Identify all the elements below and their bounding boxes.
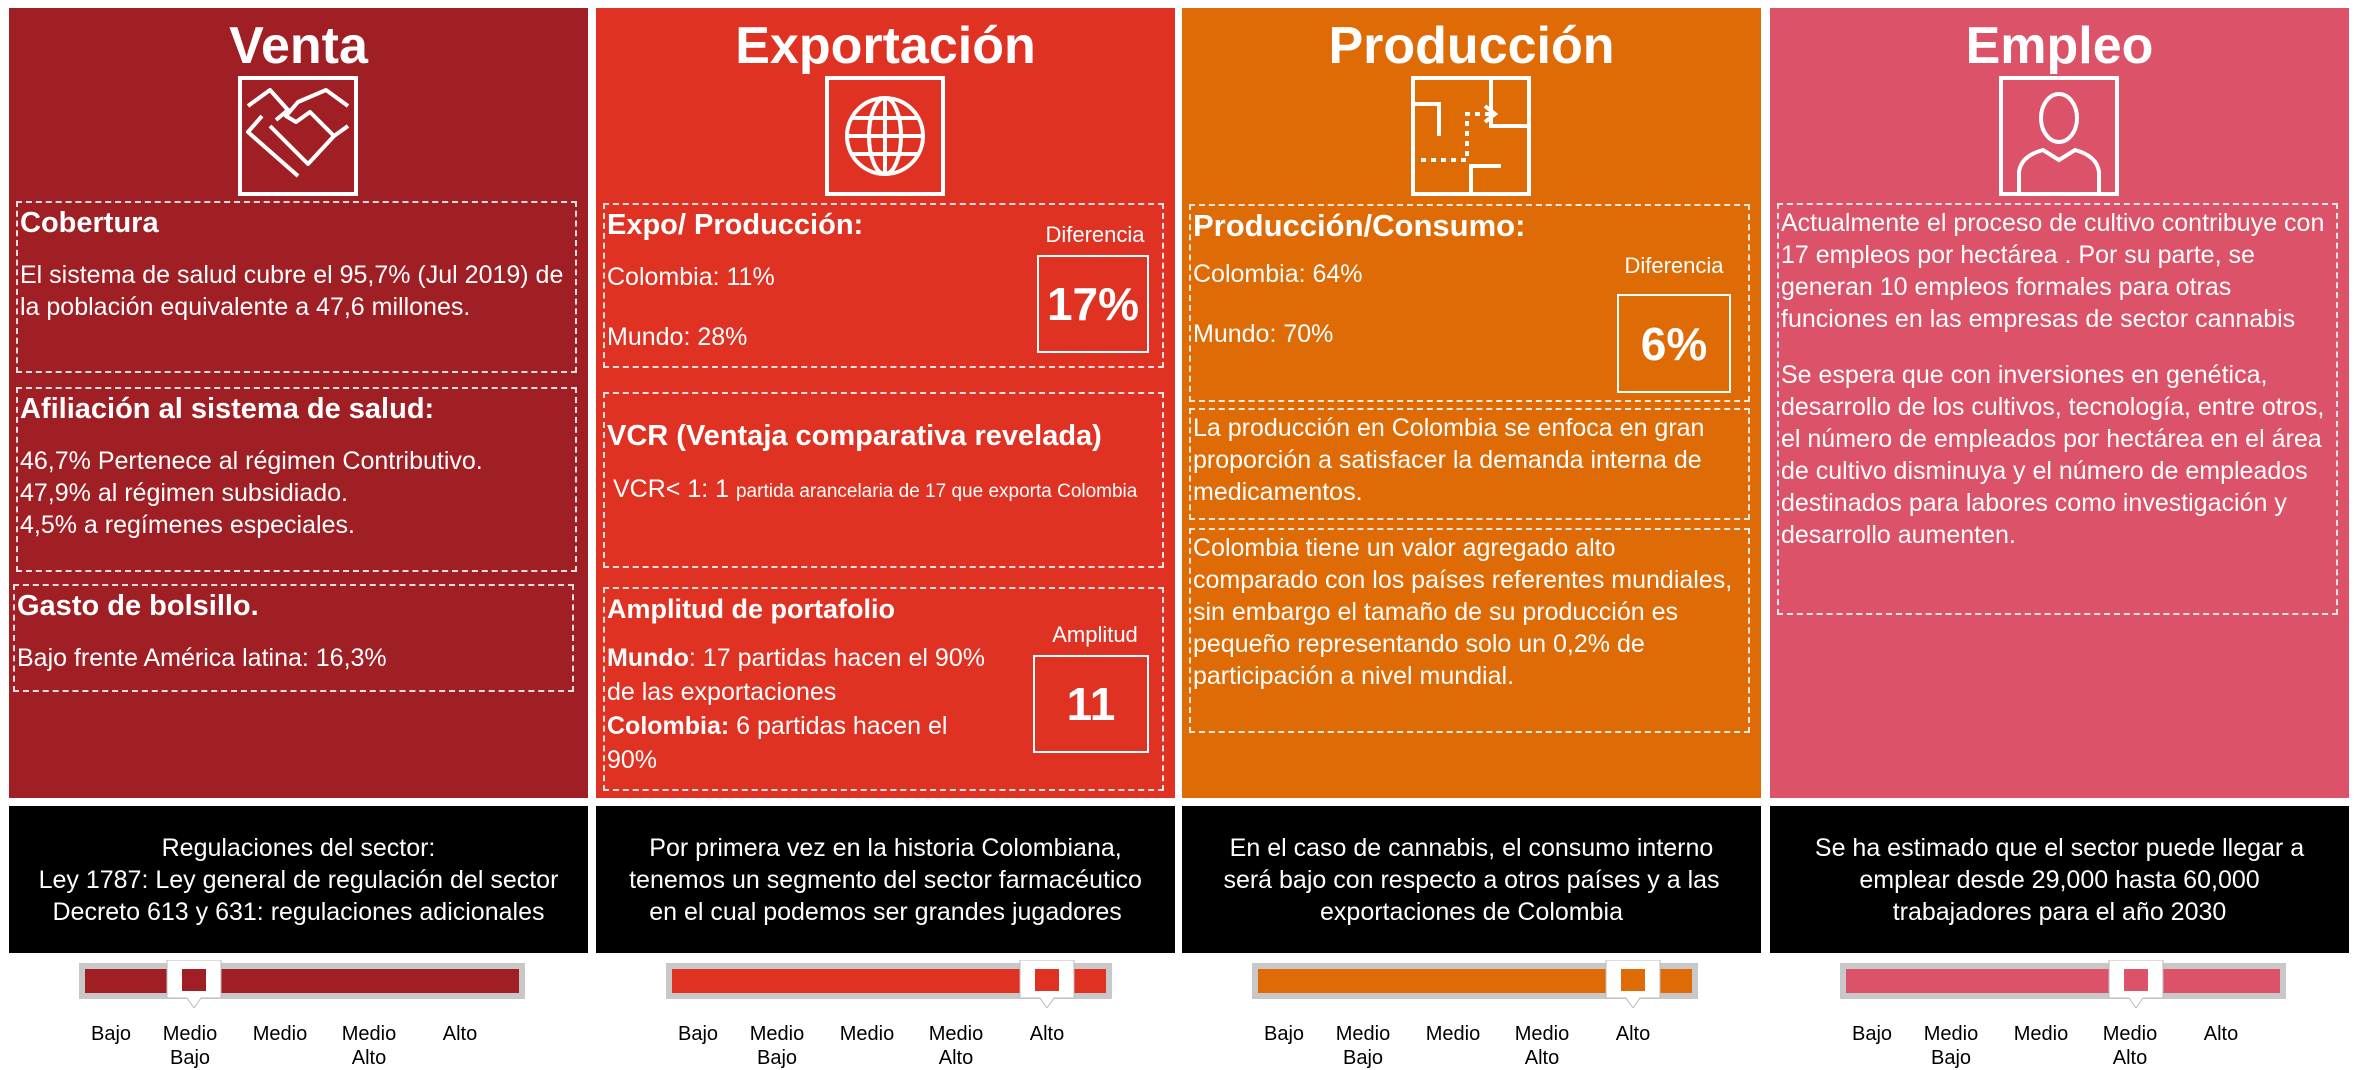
slider-track bbox=[79, 963, 525, 999]
column: Venta Cobertura El sistema de salud cubr… bbox=[9, 8, 588, 798]
section-line: 6 partidas hacen el 90% bbox=[607, 712, 948, 774]
footer-line: En el caso de cannabis, el consumo inter… bbox=[1223, 833, 1720, 926]
scale-label: Medio Alto bbox=[1514, 1023, 1570, 1069]
box-value: 17% bbox=[1037, 255, 1149, 353]
column-title: Producción bbox=[1328, 17, 1615, 75]
scale-label: Alto bbox=[2203, 1023, 2239, 1045]
box-value: 6% bbox=[1617, 294, 1731, 393]
section-text: Colombia tiene un valor agregado alto co… bbox=[1193, 534, 1733, 690]
footer-line: Ley 1787: Ley general de regulación del … bbox=[38, 865, 559, 894]
icon-person bbox=[1999, 76, 2119, 196]
section-paragraph: Actualmente el proceso de cultivo contri… bbox=[1781, 209, 2325, 333]
slider-marker bbox=[1019, 960, 1075, 1008]
scale-label: Alto bbox=[442, 1023, 478, 1045]
section: VCR (Ventaja comparativa revelada) VCR< … bbox=[603, 392, 1164, 568]
column-title: Exportación bbox=[735, 17, 1036, 75]
column: Exportación Expo/ Producción: Colombia: … bbox=[596, 8, 1175, 798]
scale-label: Medio Alto bbox=[928, 1023, 984, 1069]
section: Amplitud de portafolio Mundo: 17 partida… bbox=[603, 587, 1164, 791]
section: Expo/ Producción: Colombia: 11% Mundo: 2… bbox=[603, 203, 1164, 368]
scale-label: Medio Bajo bbox=[749, 1023, 805, 1069]
section-bold: Mundo bbox=[607, 644, 689, 672]
box-value: 11 bbox=[1033, 655, 1149, 753]
scale-label: Bajo bbox=[677, 1023, 719, 1045]
scale-label: Medio Bajo bbox=[1335, 1023, 1391, 1069]
section-line: Mundo: 28% bbox=[607, 323, 748, 351]
scale-label: Bajo bbox=[90, 1023, 132, 1045]
section: Colombia tiene un valor agregado alto co… bbox=[1189, 528, 1750, 733]
level-slider bbox=[1182, 960, 1761, 1068]
section: La producción en Colombia se enfoca en g… bbox=[1189, 408, 1750, 520]
footer-box: Se ha estimado que el sector puede llega… bbox=[1770, 806, 2349, 953]
section-text: Bajo frente América latina: 16,3% bbox=[17, 644, 387, 672]
section-line: : 17 partidas hacen el 90% de las export… bbox=[607, 644, 985, 706]
scale-label: Medio bbox=[839, 1023, 895, 1045]
scale-label: Medio Bajo bbox=[1923, 1023, 1979, 1069]
slider-track bbox=[1840, 963, 2286, 999]
column-title: Venta bbox=[229, 17, 368, 75]
scale-label: Medio Alto bbox=[341, 1023, 397, 1069]
box-label: Diferencia bbox=[1045, 222, 1145, 247]
scale-label: Medio Bajo bbox=[162, 1023, 218, 1069]
section-line: Colombia: 11% bbox=[607, 263, 775, 291]
section: Afiliación al sistema de salud: 46,7% Pe… bbox=[16, 387, 577, 572]
section-heading: Expo/ Producción: bbox=[607, 209, 864, 241]
scale-label: Medio bbox=[1425, 1023, 1481, 1045]
section-line: Mundo: 70% bbox=[1193, 320, 1334, 348]
column: Empleo Actualmente el proceso de cultivo… bbox=[1770, 8, 2349, 798]
scale-label: Alto bbox=[1615, 1023, 1651, 1045]
slider-fill bbox=[85, 969, 519, 993]
slider-marker bbox=[166, 960, 222, 1008]
slider-marker bbox=[1605, 960, 1661, 1008]
section: Actualmente el proceso de cultivo contri… bbox=[1777, 203, 2338, 615]
icon-floorplan bbox=[1411, 76, 1531, 196]
scale-label: Bajo bbox=[1851, 1023, 1893, 1045]
section-text: VCR< 1: 1 bbox=[613, 475, 730, 503]
box-label: Diferencia bbox=[1624, 253, 1724, 278]
section-heading: VCR (Ventaja comparativa revelada) bbox=[607, 420, 1102, 452]
scale-label: Alto bbox=[1029, 1023, 1065, 1045]
section-heading: Cobertura bbox=[20, 207, 159, 239]
footer-box: En el caso de cannabis, el consumo inter… bbox=[1182, 806, 1761, 953]
section-text: El sistema de salud cubre el 95,7% (Jul … bbox=[20, 261, 564, 321]
section-heading: Afiliación al sistema de salud: bbox=[20, 393, 435, 425]
footer-box: Por primera vez en la historia Colombian… bbox=[596, 806, 1175, 953]
slider-marker bbox=[2108, 960, 2164, 1008]
box-label: Amplitud bbox=[1052, 622, 1138, 647]
scale-label: Medio bbox=[252, 1023, 308, 1045]
footer-box: Regulaciones del sector: Ley 1787: Ley g… bbox=[9, 806, 588, 953]
slider-fill bbox=[1846, 969, 2280, 993]
scale-label: Medio bbox=[2013, 1023, 2069, 1045]
level-slider bbox=[9, 960, 588, 1068]
section: Cobertura El sistema de salud cubre el 9… bbox=[16, 201, 577, 373]
section-line: Colombia: 64% bbox=[1193, 260, 1363, 288]
scale-label: Medio Alto bbox=[2102, 1023, 2158, 1069]
column: Producción Producción/Consumo: Colombia:… bbox=[1182, 8, 1761, 798]
footer-line: Regulaciones del sector: bbox=[161, 833, 436, 862]
footer-line: Decreto 613 y 631: regulaciones adiciona… bbox=[52, 897, 545, 926]
section-heading: Producción/Consumo: bbox=[1193, 208, 1526, 243]
scale-label: Bajo bbox=[1263, 1023, 1305, 1045]
section-line: 47,9% al régimen subsidiado. bbox=[20, 479, 348, 507]
icon-handshake bbox=[238, 76, 358, 196]
level-slider bbox=[1770, 960, 2349, 1068]
section: Producción/Consumo: Colombia: 64% Mundo:… bbox=[1189, 204, 1750, 402]
section-small: partida arancelaria de 17 que exporta Co… bbox=[735, 481, 1138, 502]
footer-line: Por primera vez en la historia Colombian… bbox=[629, 833, 1142, 926]
section-line: 4,5% a regímenes especiales. bbox=[20, 511, 355, 539]
section-heading: Amplitud de portafolio bbox=[607, 594, 895, 624]
column-title: Empleo bbox=[1965, 17, 2154, 75]
section-heading: Gasto de bolsillo. bbox=[17, 590, 259, 622]
section-bold: Colombia: bbox=[607, 712, 730, 740]
footer-line: Se ha estimado que el sector puede llega… bbox=[1814, 833, 2305, 926]
level-slider bbox=[596, 960, 1175, 1068]
icon-globe bbox=[825, 76, 945, 196]
section-line: 46,7% Pertenece al régimen Contributivo. bbox=[20, 447, 483, 475]
section-text: La producción en Colombia se enfoca en g… bbox=[1193, 414, 1705, 506]
section-paragraph: Se espera que con inversiones en genétic… bbox=[1781, 361, 2325, 549]
section: Gasto de bolsillo. Bajo frente América l… bbox=[13, 584, 574, 692]
